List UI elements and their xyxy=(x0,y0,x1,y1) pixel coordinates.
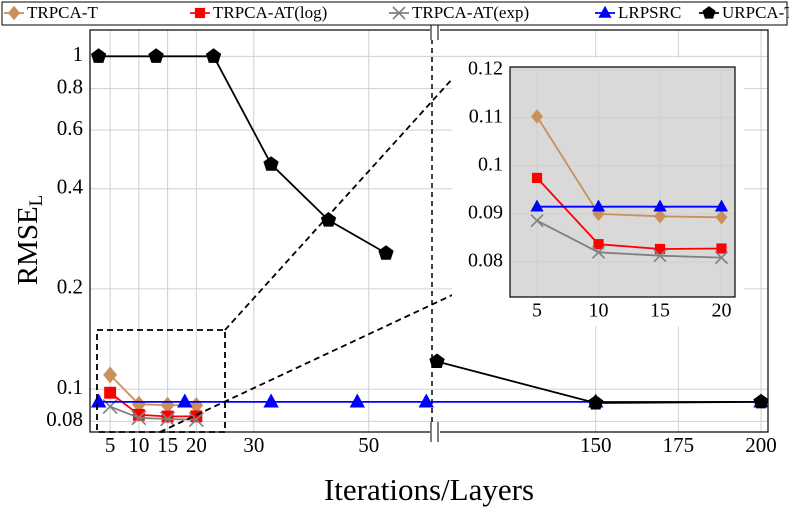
legend-label: TRPCA-T xyxy=(27,3,98,22)
series-line xyxy=(536,219,722,259)
marker-cross xyxy=(714,251,729,265)
legend-label: TRPCA-AT(log) xyxy=(213,3,327,22)
legend-label: URPCA-T xyxy=(722,3,789,22)
legend: TRPCA-T TRPCA-AT(log) TRPCA-AT(exp) LRPSRC U… xyxy=(4,3,789,22)
marker-square xyxy=(132,408,145,421)
y-tick-label: 1 xyxy=(73,42,84,66)
marker-square xyxy=(531,172,543,184)
marker-square xyxy=(716,243,727,254)
legend-label: LRPSRC xyxy=(618,3,681,22)
marker-square xyxy=(190,410,203,423)
legend-marker xyxy=(194,7,206,19)
legend-marker xyxy=(8,5,20,21)
marker-pentagon xyxy=(320,212,337,227)
x-tick-label: 20 xyxy=(186,433,207,457)
marker-square xyxy=(654,243,666,255)
marker-pentagon xyxy=(753,393,769,409)
y-tick-label: 0.08 xyxy=(46,407,83,431)
y-tick-label: 0.8 xyxy=(57,74,83,98)
marker-triangle xyxy=(530,199,544,212)
marker-cross xyxy=(131,410,147,426)
x-tick-label: 10 xyxy=(128,433,149,457)
y-tick-label: 0.2 xyxy=(57,275,83,299)
legend-marker xyxy=(392,6,406,20)
y-tick-label: 0.08 xyxy=(468,250,503,272)
marker-diamond xyxy=(160,396,175,414)
x-axis-label: Iterations/Layers xyxy=(324,472,534,507)
marker-triangle xyxy=(714,199,729,212)
marker-diamond xyxy=(131,395,146,413)
marker-diamond xyxy=(654,209,666,224)
marker-cross xyxy=(188,412,204,428)
series-line xyxy=(109,405,197,421)
main-data xyxy=(90,48,769,428)
marker-diamond xyxy=(715,210,728,225)
break-gap xyxy=(430,422,440,442)
inset-frame xyxy=(509,66,736,298)
marker-pentagon xyxy=(148,48,164,63)
x-tick-label: 30 xyxy=(243,433,264,457)
marker-pentagon xyxy=(588,395,604,410)
marker-diamond xyxy=(103,366,118,384)
y-tick-label: 0.11 xyxy=(469,105,503,127)
legend-marker xyxy=(598,5,612,18)
marker-triangle xyxy=(263,393,279,408)
y-axis-label-main: RMSE xyxy=(12,206,44,285)
zoom-line xyxy=(224,66,464,331)
y-axis-label-subscript: L xyxy=(26,195,47,207)
x-tick-label: 15 xyxy=(650,300,670,322)
marker-cross xyxy=(591,245,606,259)
x-tick-label: 15 xyxy=(157,433,178,457)
marker-pentagon xyxy=(429,353,445,368)
marker-cross xyxy=(160,411,176,427)
x-tick-label: 20 xyxy=(711,300,731,322)
marker-pentagon xyxy=(91,48,107,63)
y-tick-label: 0.4 xyxy=(57,175,84,199)
marker-triangle xyxy=(418,393,434,408)
x-tick-label: 50 xyxy=(358,433,379,457)
marker-cross xyxy=(530,214,544,228)
series-line xyxy=(536,116,722,219)
marker-square xyxy=(593,239,604,250)
legend-label: TRPCA-AT(exp) xyxy=(412,3,529,22)
marker-square xyxy=(104,386,117,399)
x-tick-label: 150 xyxy=(580,433,612,457)
y-tick-label: 0.09 xyxy=(468,202,503,224)
marker-triangle xyxy=(591,199,606,212)
marker-pentagon xyxy=(378,245,394,260)
main-frame xyxy=(89,29,769,433)
x-tick-label: 10 xyxy=(589,300,609,322)
x-tick-label: 200 xyxy=(745,433,777,457)
break-gap xyxy=(430,20,440,40)
x-tick-label: 175 xyxy=(663,433,695,457)
legend-marker xyxy=(702,6,716,19)
marker-triangle xyxy=(90,393,107,408)
y-tick-label: 0.1 xyxy=(478,154,503,176)
marker-triangle xyxy=(653,199,667,212)
marker-pentagon xyxy=(263,156,279,171)
y-tick-label: 0.1 xyxy=(57,375,83,399)
inset-plot-area xyxy=(510,67,735,297)
series-line xyxy=(109,391,197,418)
y-tick-label: 0.6 xyxy=(57,116,83,140)
marker-square xyxy=(161,410,174,423)
zoom-guides xyxy=(96,66,464,433)
marker-pentagon xyxy=(205,48,222,63)
x-tick-label: 5 xyxy=(105,433,116,457)
marker-cross xyxy=(653,249,667,263)
y-tick-label: 0.12 xyxy=(468,57,503,79)
inset-data xyxy=(530,109,729,265)
y-axis-label: RMSEL xyxy=(12,195,48,286)
series-line xyxy=(536,177,722,250)
marker-diamond xyxy=(531,109,543,124)
zoom-line xyxy=(159,289,464,433)
marker-triangle xyxy=(349,393,365,408)
x-tick-label: 5 xyxy=(532,300,542,322)
marker-triangle xyxy=(177,393,193,408)
